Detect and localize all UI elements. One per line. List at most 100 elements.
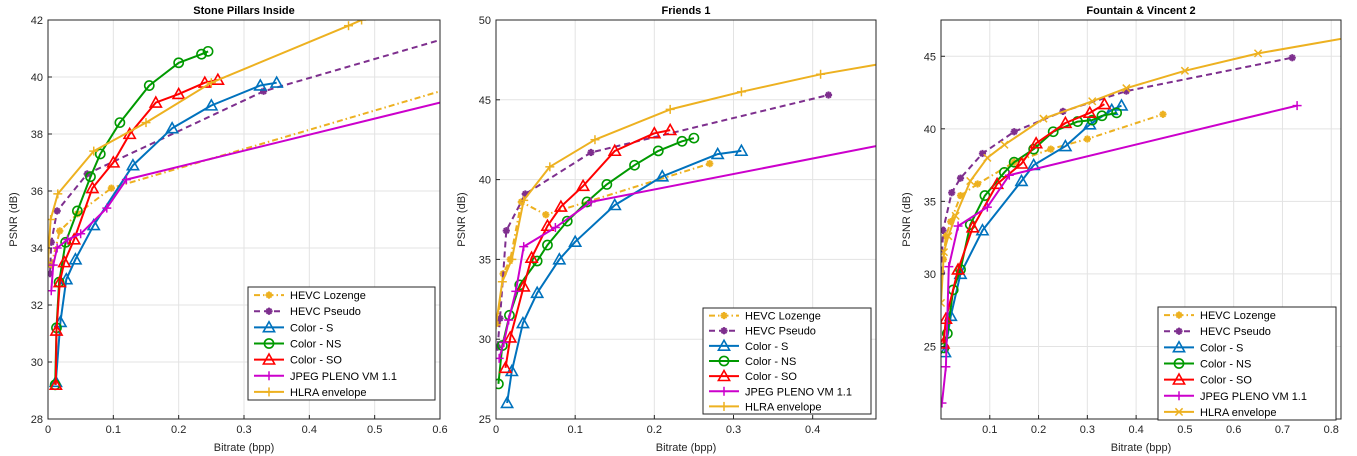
legend-entry: Color - NS [254,338,341,351]
legend-marker [262,352,276,365]
data-point [1010,128,1018,136]
data-point [502,227,510,235]
data-point [72,205,83,217]
series-color-s [48,75,284,388]
y-axis-label: PSNR (dB) [456,192,468,246]
data-point [956,174,965,182]
legend-entry: HEVC Lozenge [254,290,366,302]
data-point [121,175,131,185]
data-point [587,148,595,157]
data-point [944,262,954,272]
x-tick-label: 0.2 [171,424,186,436]
legend-label: Color - S [745,341,788,353]
y-tick-label: 28 [31,414,43,426]
data-point [973,180,982,188]
data-point [941,398,947,408]
data-point [1097,96,1112,110]
data-point [1000,140,1009,149]
legend-label: HLRA envelope [290,387,366,399]
y-tick-label: 32 [31,300,43,312]
y-tick-label: 35 [479,254,491,266]
data-point [663,122,678,136]
legend-entry: JPEG PLENO VM 1.1 [709,386,852,398]
legend-entry: JPEG PLENO VM 1.1 [1164,391,1307,403]
data-point [965,220,980,233]
data-point [1114,98,1129,111]
data-point [48,215,56,224]
data-point [59,272,74,285]
legend-entry: HLRA envelope [1164,407,1276,419]
data-point [497,277,507,287]
data-point [1288,54,1296,62]
y-tick-label: 36 [31,186,43,198]
y-axis-label: PSNR (dB) [901,192,913,246]
data-point [951,211,960,221]
data-point [1159,110,1167,118]
x-tick-label: 0.5 [367,424,382,436]
data-point [941,248,949,257]
data-point [1058,115,1073,129]
legend-marker [719,386,729,396]
data-point [1029,136,1044,149]
data-point [519,242,529,252]
data-point [953,221,963,231]
data-point [676,135,688,147]
series-line [54,78,219,385]
data-point [206,78,216,88]
legend-label: Color - NS [1200,359,1251,371]
chart-title: Stone Pillars Inside [193,5,294,17]
legend-marker [718,355,730,367]
data-point [1111,107,1123,119]
data-point [553,199,568,212]
y-tick-label: 25 [479,414,491,426]
data-point [1082,105,1097,119]
data-point [734,143,749,157]
data-point [499,337,509,347]
legend-entry: HEVC Pseudo [709,326,816,338]
x-tick-label: 0.6 [1226,424,1241,436]
data-point [944,232,953,241]
data-point [504,315,514,325]
legend-label: Color - NS [745,356,796,368]
x-tick-label: 0.5 [1177,424,1192,436]
data-point [1058,138,1073,152]
x-tick-label: 0.8 [1324,424,1339,436]
data-point [607,143,622,157]
x-tick-label: 0.4 [805,424,820,436]
legend-marker [1172,340,1186,353]
legend-marker [1173,358,1185,369]
data-point [530,285,545,299]
x-axis-label: Bitrate (bpp) [214,442,275,454]
series-line [504,129,671,369]
x-tick-label: 0.7 [1275,424,1290,436]
data-point [57,255,72,268]
data-point [53,189,63,199]
data-point [85,180,100,194]
data-point [688,132,700,144]
legend-marker [720,327,728,335]
series-line [54,81,277,382]
data-point [173,57,185,69]
x-axis-label: Bitrate (bpp) [1111,442,1172,454]
legend-label: Color - SO [1200,375,1252,387]
legend-label: JPEG PLENO VM 1.1 [1200,391,1307,403]
data-point [344,21,354,31]
data-point [125,158,140,171]
data-point [519,195,529,205]
legend-marker [1172,372,1186,385]
x-tick-label: 0 [493,424,499,436]
x-tick-label: 0.3 [726,424,741,436]
data-point [498,360,513,374]
legend-marker [719,401,729,411]
data-point [94,148,106,160]
y-tick-label: 35 [924,196,936,208]
chart-panel-2: 0 0.1 0.2 0.3 0.4 25 30 35 40 45 50 Friends 1 Bitrat… [456,5,877,454]
y-tick-label: 45 [479,95,491,107]
data-point [552,252,567,265]
legend-entry: JPEG PLENO VM 1.1 [254,371,397,383]
data-point [568,234,583,248]
data-point [576,178,591,192]
data-point [102,203,112,213]
y-tick-label: 40 [924,124,936,136]
y-tick-label: 38 [31,129,43,141]
